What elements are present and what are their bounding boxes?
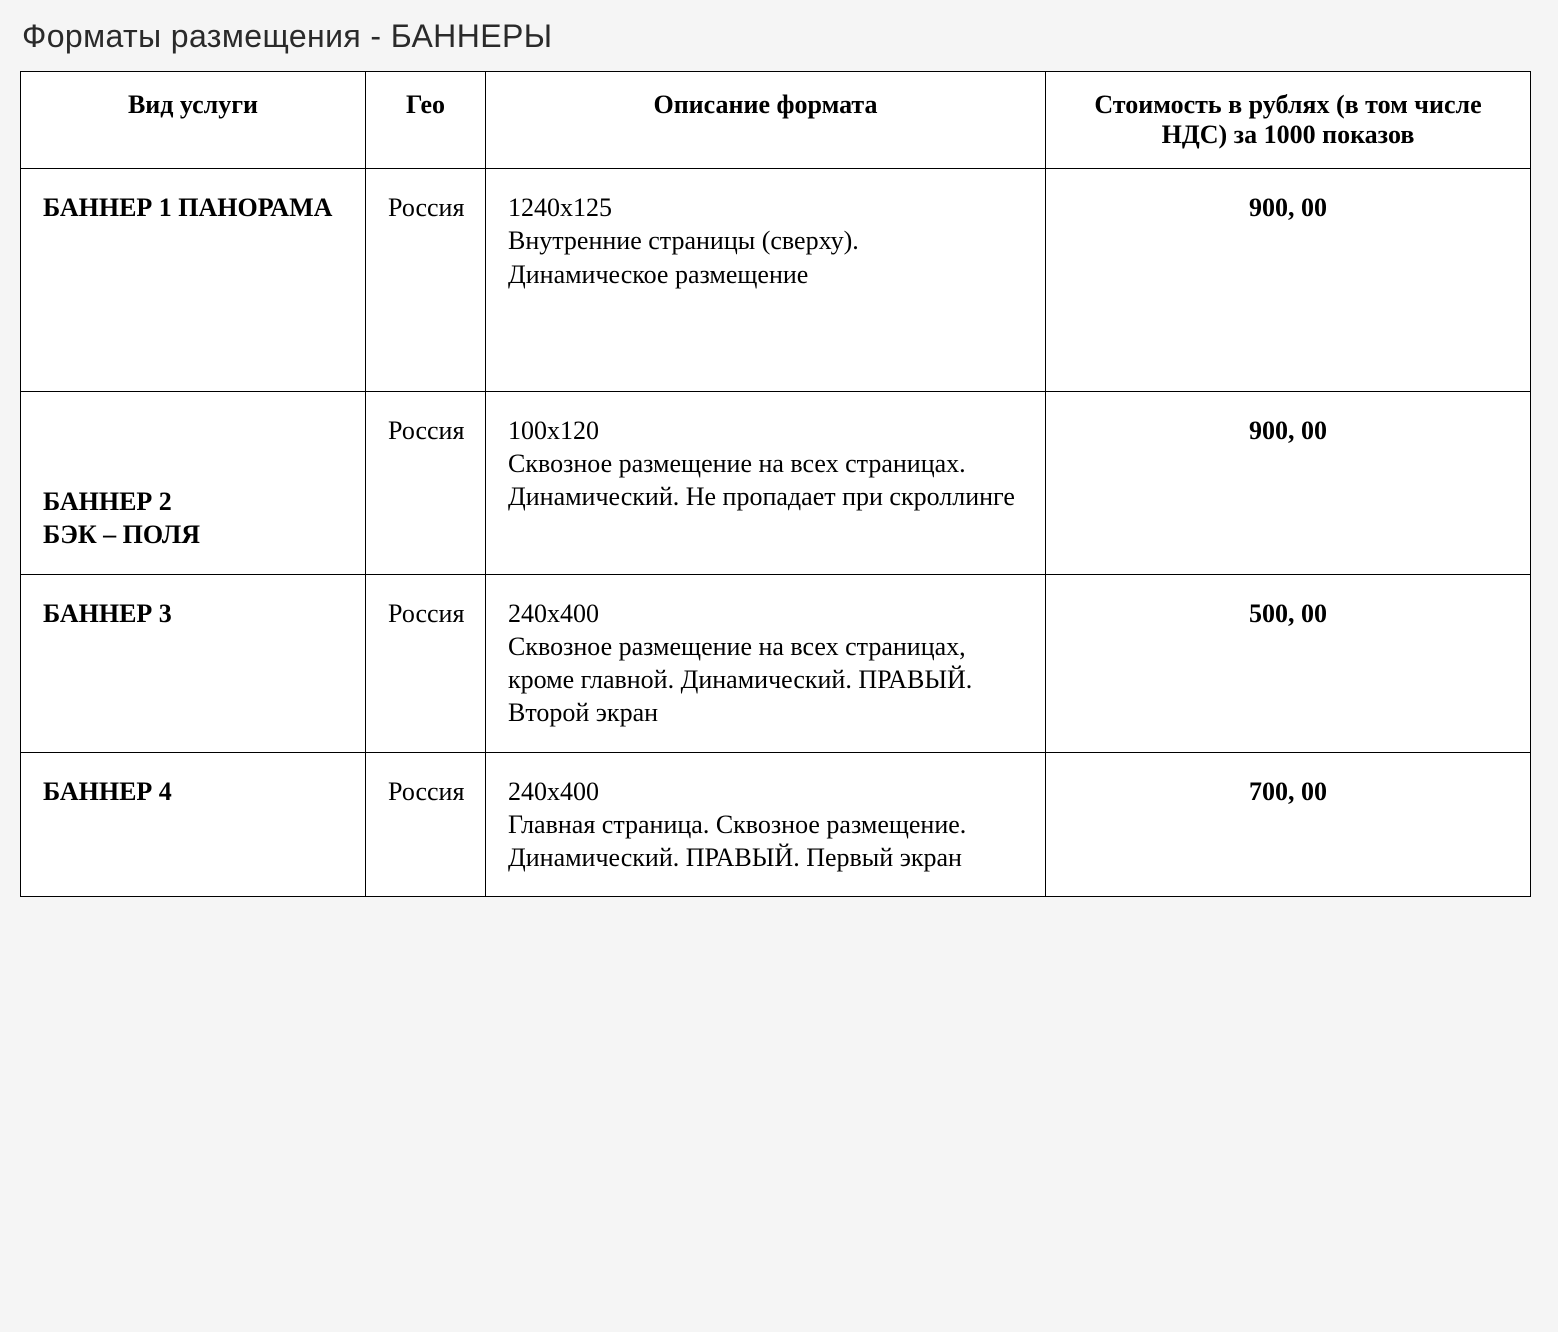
cell-price: 500, 00 xyxy=(1046,574,1531,752)
cell-description: 240х400Главная страница. Сквозное размещ… xyxy=(486,752,1046,897)
cell-price: 900, 00 xyxy=(1046,391,1531,574)
cell-service: БАННЕР 1 ПАНОРАМА xyxy=(21,169,366,392)
cell-description: 100х120Сквозное размещение на всех стран… xyxy=(486,391,1046,574)
cell-geo: Россия xyxy=(366,169,486,392)
banners-table: Вид услуги Гео Описание формата Стоимост… xyxy=(20,71,1531,897)
cell-dimensions: 100х120 xyxy=(508,414,1023,447)
cell-price: 900, 00 xyxy=(1046,169,1531,392)
cell-description: 240х400Сквозное размещение на всех стран… xyxy=(486,574,1046,752)
cell-description-text: Внутренние страницы (сверху). Динамическ… xyxy=(508,226,859,288)
col-header-desc: Описание формата xyxy=(486,72,1046,169)
cell-geo: Россия xyxy=(366,574,486,752)
cell-description-text: Главная страница. Сквозное размещение. Д… xyxy=(508,810,966,872)
col-header-service: Вид услуги xyxy=(21,72,366,169)
cell-dimensions: 1240х125 xyxy=(508,191,1023,224)
cell-service: БАННЕР 3 xyxy=(21,574,366,752)
page-container: Форматы размещения - БАННЕРЫ Вид услуги … xyxy=(0,0,1558,927)
table-row: БАННЕР 4Россия240х400Главная страница. С… xyxy=(21,752,1531,897)
table-row: БАННЕР 3Россия240х400Сквозное размещение… xyxy=(21,574,1531,752)
cell-geo: Россия xyxy=(366,391,486,574)
cell-price: 700, 00 xyxy=(1046,752,1531,897)
col-header-price: Стоимость в рублях (в том числе НДС) за … xyxy=(1046,72,1531,169)
cell-service: БАННЕР 2 БЭК – ПОЛЯ xyxy=(21,391,366,574)
cell-description: 1240х125Внутренние страницы (сверху). Ди… xyxy=(486,169,1046,392)
cell-dimensions: 240х400 xyxy=(508,775,1023,808)
table-body: БАННЕР 1 ПАНОРАМАРоссия1240х125Внутренни… xyxy=(21,169,1531,897)
table-row: БАННЕР 2 БЭК – ПОЛЯРоссия100х120Сквозное… xyxy=(21,391,1531,574)
table-row: БАННЕР 1 ПАНОРАМАРоссия1240х125Внутренни… xyxy=(21,169,1531,392)
page-title: Форматы размещения - БАННЕРЫ xyxy=(22,18,1538,55)
cell-geo: Россия xyxy=(366,752,486,897)
cell-dimensions: 240х400 xyxy=(508,597,1023,630)
cell-description-text: Сквозное размещение на всех страницах. Д… xyxy=(508,449,1015,511)
col-header-geo: Гео xyxy=(366,72,486,169)
cell-description-text: Сквозное размещение на всех страницах, к… xyxy=(508,632,972,728)
cell-service: БАННЕР 4 xyxy=(21,752,366,897)
table-header: Вид услуги Гео Описание формата Стоимост… xyxy=(21,72,1531,169)
